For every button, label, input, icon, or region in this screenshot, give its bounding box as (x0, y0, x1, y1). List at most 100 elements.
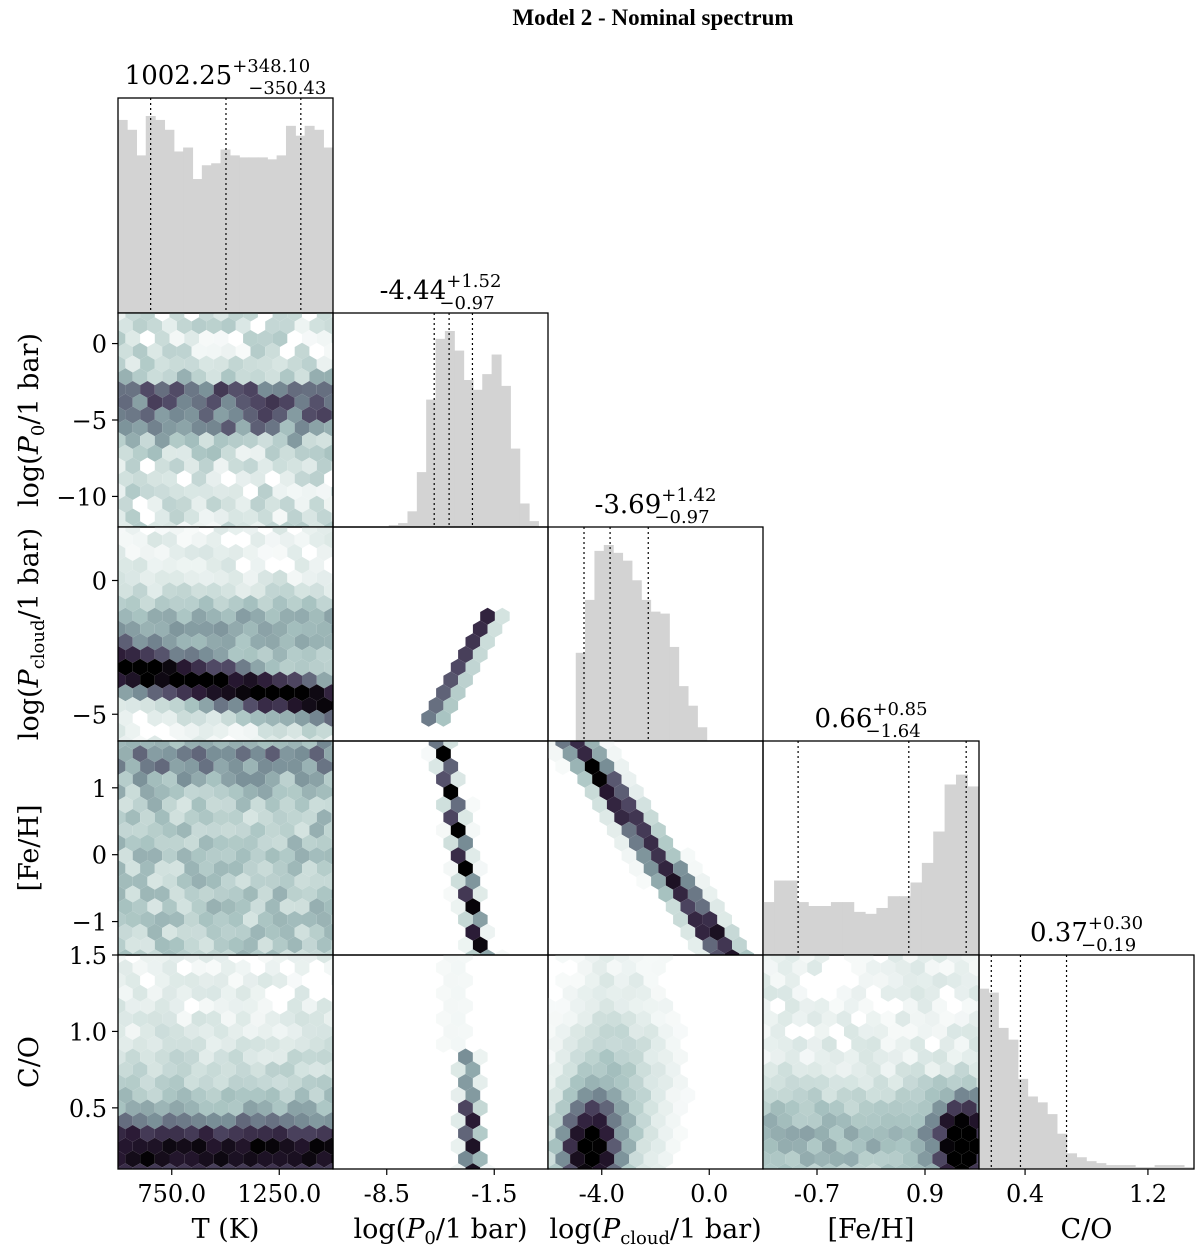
hexbin (651, 1086, 666, 1104)
hexbin (643, 1074, 659, 1091)
hexbin (250, 1061, 266, 1079)
hexbin (324, 923, 333, 941)
hist-bar (631, 580, 642, 741)
y-axis-label-logP0: log(P0/1 bar) (14, 333, 49, 507)
hexbin (118, 1112, 133, 1130)
hexbin (287, 972, 302, 989)
hexbin (584, 1150, 600, 1168)
hexbin (643, 809, 659, 826)
hexbin (287, 1125, 302, 1142)
hexbin (472, 885, 488, 903)
hexbin (235, 1086, 251, 1104)
hexbin (829, 1125, 844, 1142)
hist-bar (921, 862, 934, 955)
hexbin (866, 1061, 881, 1079)
panel-logP0-FeH (332, 740, 549, 956)
hexbin (555, 741, 571, 750)
hexbin (844, 955, 859, 964)
hexbin (910, 1061, 925, 1079)
hexbin (250, 735, 266, 741)
hexbin (132, 607, 148, 625)
hexbin (895, 1086, 911, 1104)
hexbin (191, 419, 207, 437)
hexbin (577, 1137, 593, 1155)
hexbin (243, 432, 258, 449)
hexbin (924, 1086, 940, 1104)
hexbin (279, 444, 295, 462)
hexbin (450, 1137, 466, 1155)
hexbin (436, 745, 451, 763)
hexbin (118, 406, 126, 424)
hexbin (279, 368, 295, 386)
hexbin (924, 1010, 940, 1028)
hexbin (316, 457, 332, 475)
hexbin (339, 847, 354, 864)
hexbin (132, 342, 148, 360)
hexbin (154, 457, 170, 475)
hexbin (339, 1036, 354, 1053)
hexbin (176, 1163, 192, 1169)
hexbin (118, 809, 126, 826)
hexbin (309, 821, 325, 839)
hexbin (228, 406, 244, 424)
hexbin (199, 997, 214, 1015)
hexbin (844, 997, 859, 1015)
hexbin (309, 709, 325, 727)
hexbin (636, 1163, 652, 1169)
value-annotation: 0.66+0.85 −1.64 (814, 699, 927, 742)
hexbin (213, 1125, 229, 1142)
hexbin (599, 1048, 615, 1066)
hexbin (302, 527, 317, 536)
hist-bar (910, 882, 923, 955)
hexbin (235, 582, 251, 600)
hist-bar (192, 179, 203, 313)
hexbin (309, 770, 325, 788)
hexbin (169, 1074, 185, 1091)
hexbin (287, 1023, 302, 1040)
hexbin (621, 1035, 637, 1053)
x-tick-label: 1250.0 (237, 1180, 321, 1208)
hexbin (331, 914, 333, 925)
hexbin (265, 872, 280, 890)
hexbin (125, 1048, 141, 1066)
hexbin (339, 924, 354, 941)
hexbin (316, 1023, 332, 1040)
hexbin (199, 1099, 214, 1117)
hexbin (969, 1061, 979, 1079)
hexbin (272, 527, 288, 536)
hexbin (873, 1099, 889, 1117)
hexbin (162, 1035, 177, 1053)
hexbin (206, 470, 222, 488)
hexbin (243, 860, 258, 877)
hexbin (191, 1061, 207, 1079)
hexbin (294, 393, 310, 411)
hexbin (287, 834, 302, 852)
hexbin (162, 796, 177, 814)
hexbin (294, 872, 310, 890)
hexbin (309, 1035, 325, 1053)
hexbin (184, 595, 199, 612)
hexbin (324, 419, 333, 437)
hexbin (176, 1035, 192, 1053)
hexbin (279, 745, 295, 763)
hexbin (614, 1048, 629, 1066)
hexbin (570, 955, 585, 964)
hexbin (480, 923, 495, 941)
hist-bar (1183, 1167, 1194, 1169)
hexbin (294, 342, 310, 360)
hexbin (324, 735, 333, 741)
hexbin (324, 607, 333, 625)
hexbin (331, 1128, 333, 1139)
hexbin (316, 1099, 332, 1117)
hexbin (548, 745, 563, 763)
hexbin (643, 972, 659, 989)
hexbin (118, 770, 133, 788)
hist-bar (830, 902, 843, 955)
hexbin (799, 1125, 815, 1142)
hexbin (570, 1125, 585, 1142)
hexbin (339, 710, 354, 727)
hexbin (243, 783, 258, 801)
hexbin (324, 495, 333, 513)
hexbin (673, 1125, 688, 1142)
hexbin (917, 955, 933, 964)
